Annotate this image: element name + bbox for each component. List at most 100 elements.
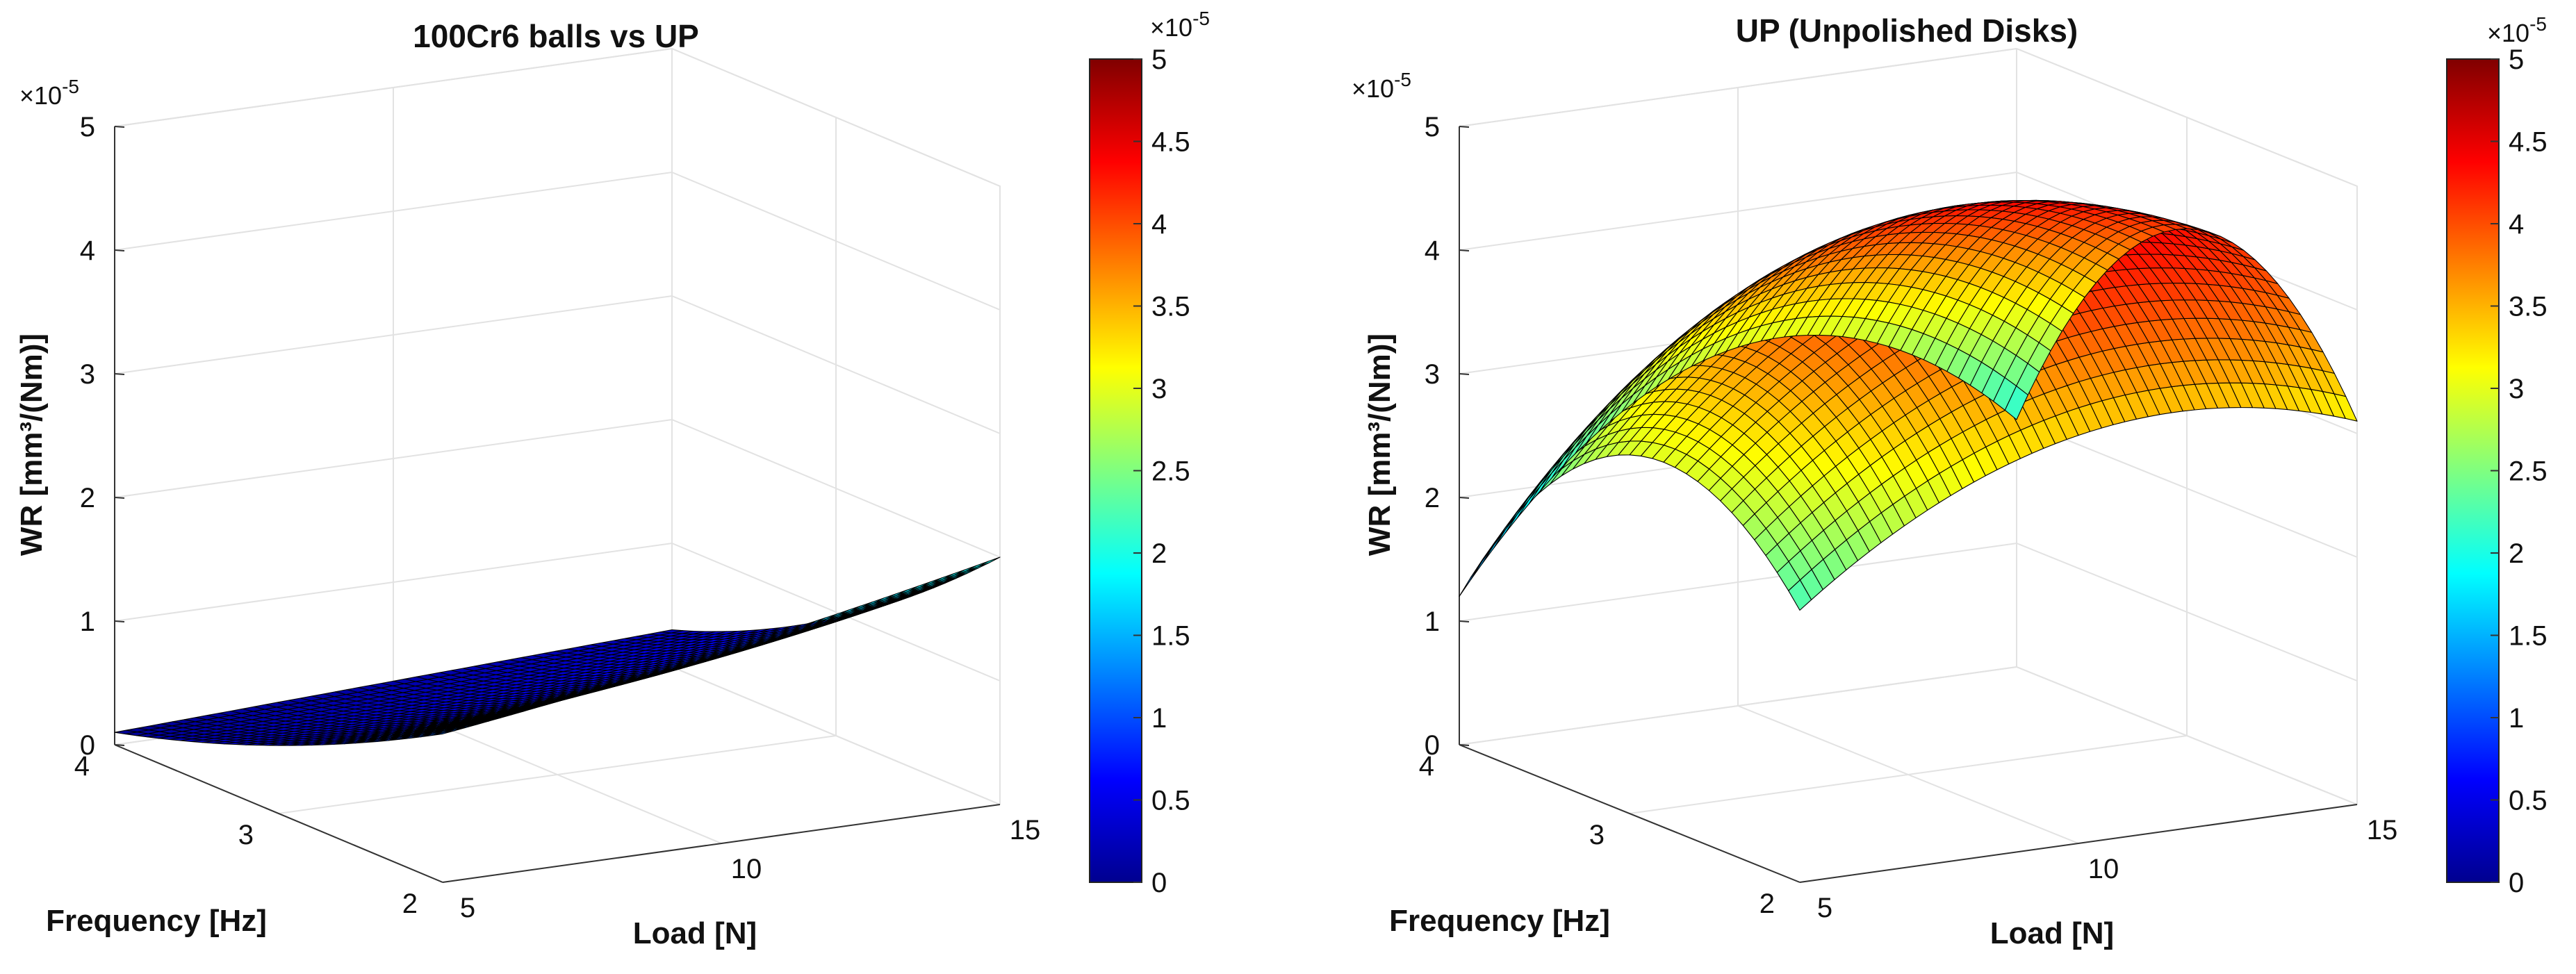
colorbar-gradient [1090, 59, 1142, 882]
z-tick-label: 2 [1425, 483, 1440, 513]
colorbar-tick-label: 1 [2509, 703, 2524, 734]
colorbar-tick-label: 4.5 [2509, 127, 2548, 158]
colorbar-tick-label: 1.5 [1151, 621, 1190, 652]
colorbar-tick-label: 3 [2509, 374, 2524, 404]
colorbar-tick-label: 4.5 [1151, 127, 1190, 158]
z-tick-mark [1459, 497, 1470, 499]
colorbar-multiplier-exponent: -5 [1192, 8, 1210, 29]
z-multiplier-exponent: -5 [62, 76, 79, 97]
colorbar-multiplier-exponent: -5 [2529, 13, 2547, 35]
z-tick-label: 4 [1425, 236, 1440, 266]
z-multiplier-exponent: -5 [1394, 69, 1411, 90]
z-tick-mark [1459, 249, 1470, 251]
z-tick-label: 1 [1425, 606, 1440, 637]
colorbar-gradient [2447, 59, 2499, 882]
z-tick-label: 0 [80, 730, 95, 761]
colorbar-tick-label: 4 [2509, 209, 2524, 240]
z-tick-label: 5 [1425, 112, 1440, 142]
colorbar-tick-label: 2 [1151, 538, 1167, 569]
surface-patch [659, 629, 684, 634]
z-tick-mark [114, 126, 125, 128]
surface-patch [2004, 386, 2028, 420]
load-axis-line [442, 804, 1001, 883]
grid-lines [114, 47, 1001, 883]
wear-rate-surface [114, 556, 1001, 746]
load-tick-label: 5 [460, 893, 475, 923]
frequency-tick-label: 2 [402, 889, 418, 919]
z-gridline [114, 47, 1001, 187]
colorbar-tick-label: 5 [2509, 44, 2524, 75]
frequency-tick-label: 4 [1419, 751, 1434, 782]
load-tick-label: 15 [1010, 815, 1041, 845]
colorbar-tick-label: 0.5 [2509, 786, 2548, 816]
colorbar-tick-label: 2.5 [1151, 456, 1190, 487]
colorbar-tick-label: 0 [2509, 868, 2524, 898]
z-axis-multiplier: ×10-5 [19, 76, 79, 110]
z-multiplier-base: ×10 [1352, 74, 1394, 103]
colorbar-tick-label: 2 [2509, 538, 2524, 569]
wear-rate-axis-label: WR [mm³/(Nm)] [15, 333, 49, 556]
frequency-axis-line [114, 744, 443, 883]
colorbar-multiplier-base: ×10 [1150, 13, 1192, 42]
frequency-tick-label: 3 [238, 820, 254, 850]
z-tick-mark [1459, 126, 1470, 128]
frequency-axis-line [1459, 744, 1800, 883]
colorbar-multiplier: ×10-5 [2487, 13, 2547, 47]
colorbar-tick-label: 0.5 [1151, 786, 1190, 816]
colorbar-tick-label: 3 [1151, 374, 1167, 404]
z-gridline [114, 418, 1001, 558]
z-tick-mark [114, 620, 125, 622]
z-tick-mark [1459, 620, 1470, 622]
frequency-tick-label: 4 [74, 751, 90, 782]
z-gridline [114, 171, 1001, 311]
colorbar-tick-label: 1.5 [2509, 621, 2548, 652]
z-axis-multiplier: ×10-5 [1352, 69, 1411, 103]
freq-floor-gridline [278, 735, 837, 814]
z-tick-label: 3 [80, 359, 95, 390]
frequency-axis-label: Frequency [Hz] [1389, 904, 1610, 938]
load-axis-label: Load [N] [633, 916, 757, 950]
colorbar-tick-label: 1 [1151, 703, 1167, 734]
colorbar-multiplier-base: ×10 [2487, 19, 2529, 47]
z-gridline [1459, 47, 2358, 187]
frequency-tick-label: 2 [1759, 889, 1775, 919]
load-tick-label: 10 [731, 854, 762, 884]
load-tick-label: 10 [2088, 854, 2119, 884]
wear-rate-surface [1459, 199, 2358, 611]
z-gridline [114, 295, 1001, 434]
frequency-axis-label: Frequency [Hz] [46, 904, 267, 938]
colorbar-tick-label: 2.5 [2509, 456, 2548, 487]
freq-floor-gridline [1459, 666, 2017, 745]
colorbar: 0 0.5 1 1.5 2 2.5 3 3.5 4 4.5 5×10-5 [2446, 13, 2548, 898]
colorbar-tick-label: 0 [1151, 868, 1167, 898]
z-tick-mark [114, 249, 125, 251]
axes [114, 126, 1001, 883]
chart-title: 100Cr6 balls vs UP [413, 18, 699, 54]
colorbar-tick-label: 4 [1151, 209, 1167, 240]
z-multiplier-base: ×10 [19, 81, 62, 110]
z-tick-label: 4 [80, 236, 95, 266]
colorbar-tick-label: 3.5 [2509, 292, 2548, 322]
z-tick-label: 2 [80, 483, 95, 513]
axes [1459, 126, 2358, 883]
colorbar-tick-label: 3.5 [1151, 292, 1190, 322]
z-tick-label: 3 [1425, 359, 1440, 390]
colorbar-multiplier: ×10-5 [1150, 8, 1210, 42]
z-gridline [1459, 542, 2358, 682]
chart-title: UP (Unpolished Disks) [1736, 13, 2078, 49]
colorbar-tick-label: 5 [1151, 44, 1167, 75]
z-tick-label: 0 [1425, 730, 1440, 761]
load-tick-label: 5 [1817, 893, 1832, 923]
load-axis-line [1799, 804, 2358, 883]
z-tick-label: 1 [80, 606, 95, 637]
z-tick-label: 5 [80, 112, 95, 142]
wear-rate-axis-label: WR [mm³/(Nm)] [1363, 333, 1397, 556]
load-axis-label: Load [N] [1990, 916, 2114, 950]
z-tick-mark [114, 497, 125, 499]
frequency-tick-label: 3 [1589, 820, 1605, 850]
load-tick-label: 15 [2367, 815, 2398, 845]
colorbar: 0 0.5 1 1.5 2 2.5 3 3.5 4 4.5 5×10-5 [1089, 8, 1210, 898]
freq-floor-gridline [1629, 735, 2188, 814]
